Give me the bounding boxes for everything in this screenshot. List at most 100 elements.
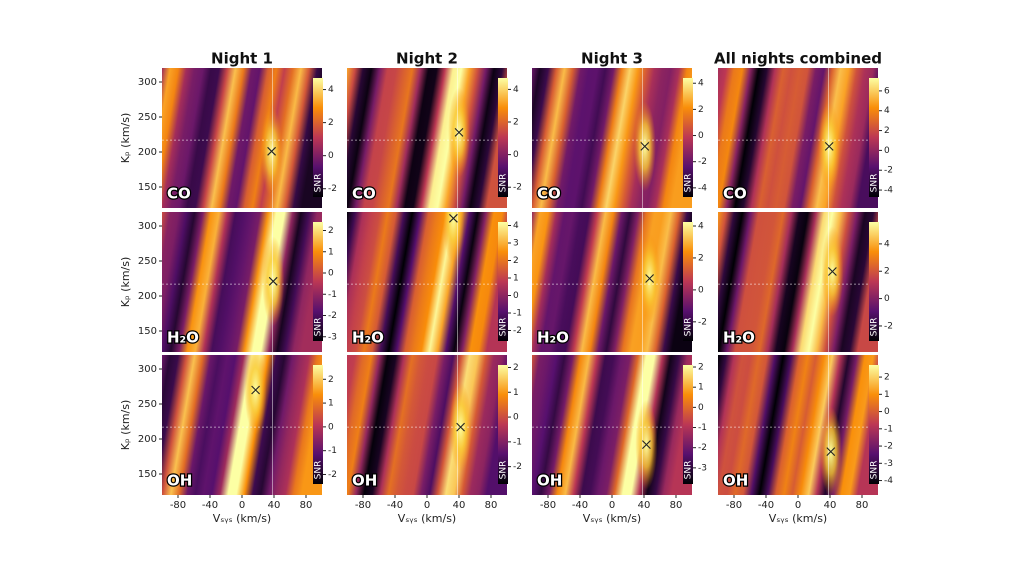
peak-marker — [824, 142, 834, 151]
colorbar-tick-label: 2 — [328, 375, 334, 385]
colorbar-tick-label: 2 — [513, 256, 519, 266]
x-tick-label: -40 — [572, 500, 588, 511]
peak-marker — [642, 440, 651, 449]
colorbar-tick-label: 4 — [884, 239, 890, 249]
molecule-label: CO — [352, 185, 376, 203]
panel — [347, 212, 507, 352]
y-axis-label: Kₚ (km/s) — [119, 257, 132, 308]
colorbar-tick-label: 0 — [513, 150, 519, 160]
x-tick-label: -40 — [387, 500, 403, 511]
colorbar-tick-label: -2 — [698, 443, 707, 453]
colorbar-tick-label: 0 — [698, 403, 704, 413]
peak-marker — [449, 213, 458, 223]
x-tick-label: 40 — [268, 500, 281, 511]
colorbar-tick-label: -4 — [884, 186, 893, 196]
molecule-label: OH — [723, 472, 748, 490]
x-tick-label: -40 — [202, 500, 218, 511]
panel — [718, 355, 878, 495]
heatmap — [532, 68, 692, 208]
x-axis-label: Vₛᵧₛ (km/s) — [398, 512, 456, 525]
y-tick-label: 200 — [138, 434, 157, 445]
colorbar-tick-label: 1 — [328, 399, 334, 409]
column-title: Night 2 — [396, 50, 458, 68]
colorbar — [313, 78, 323, 197]
y-axis-label: Kₚ (km/s) — [119, 400, 132, 451]
peak-marker — [645, 274, 654, 283]
colorbar-tick-label: -2 — [513, 462, 522, 472]
x-tick-label: 0 — [609, 500, 615, 511]
peak-marker — [251, 385, 260, 395]
colorbar-tick-label: -3 — [884, 459, 893, 469]
colorbar-tick-label: 4 — [513, 221, 519, 231]
colorbar-label: SNR — [499, 174, 509, 193]
colorbar-tick-label: 4 — [884, 106, 890, 116]
colorbar-tick-label: 1 — [698, 383, 704, 393]
colorbar-tick-label: 2 — [328, 226, 334, 236]
x-tick-label: 40 — [824, 500, 837, 511]
molecule-label: H₂O — [723, 329, 755, 347]
peak-marker — [454, 128, 464, 137]
x-axis-label: Vₛᵧₛ (km/s) — [769, 512, 827, 525]
colorbar-tick-label: 2 — [513, 363, 519, 373]
colorbar-tick-label: -1 — [884, 424, 893, 434]
x-tick-label: 40 — [638, 500, 651, 511]
colorbar-tick-label: 0 — [328, 269, 334, 279]
colorbar-tick-label: -2 — [884, 442, 893, 452]
heatmap — [718, 355, 878, 495]
colorbar-tick-label: -1 — [328, 290, 337, 300]
colorbar-tick-label: 1 — [513, 274, 519, 284]
column-title: Night 1 — [211, 50, 273, 68]
panel — [718, 68, 878, 208]
colorbar-tick-label: 1 — [884, 390, 890, 400]
colorbar — [683, 222, 693, 341]
heatmap — [718, 68, 878, 208]
x-tick-label: 80 — [856, 500, 869, 511]
colorbar-tick-label: 2 — [884, 126, 890, 136]
panel — [347, 68, 507, 208]
colorbar-tick-label: 0 — [884, 294, 890, 304]
y-tick-label: 300 — [138, 364, 157, 375]
colorbar-label: SNR — [684, 174, 694, 193]
peak-glow — [244, 355, 267, 435]
molecule-label: OH — [167, 472, 192, 490]
colorbar — [313, 365, 323, 484]
y-tick-label: 300 — [138, 221, 157, 232]
colorbar — [498, 78, 508, 197]
heatmap — [718, 212, 878, 352]
x-axis-label: Vₛᵧₛ (km/s) — [213, 512, 271, 525]
y-tick-label: 200 — [138, 291, 157, 302]
colorbar — [683, 78, 693, 197]
heatmap — [162, 212, 322, 352]
molecule-label: CO — [537, 185, 561, 203]
colorbar-label: SNR — [870, 461, 880, 480]
colorbar-label: SNR — [314, 318, 324, 337]
colorbar — [869, 222, 879, 341]
colorbar-label: SNR — [499, 318, 509, 337]
x-tick-label: 80 — [300, 500, 313, 511]
colorbar — [869, 78, 879, 197]
colorbar-tick-label: -2 — [698, 157, 707, 167]
colorbar-tick-label: -1 — [698, 423, 707, 433]
column-title: Night 3 — [581, 50, 643, 68]
colorbar-label: SNR — [684, 461, 694, 480]
panel — [162, 355, 322, 495]
y-tick-label: 250 — [138, 399, 157, 410]
molecule-label: CO — [723, 185, 747, 203]
colorbar-tick-label: 4 — [698, 79, 704, 89]
heatmap — [532, 212, 692, 352]
peak-glow — [819, 406, 842, 495]
peak-marker — [828, 267, 837, 276]
column-title: All nights combined — [714, 50, 882, 68]
x-tick-label: 0 — [795, 500, 801, 511]
y-tick-label: 200 — [138, 147, 157, 158]
molecule-label: OH — [352, 472, 377, 490]
colorbar-tick-label: 3 — [513, 239, 519, 249]
heatmap — [347, 212, 507, 352]
panel — [532, 355, 692, 495]
colorbar-tick-label: -1 — [513, 309, 522, 319]
colorbar-tick-label: 0 — [328, 422, 334, 432]
colorbar-tick-label: 4 — [328, 85, 334, 95]
colorbar-tick-label: 2 — [698, 363, 704, 373]
colorbar-label: SNR — [314, 461, 324, 480]
